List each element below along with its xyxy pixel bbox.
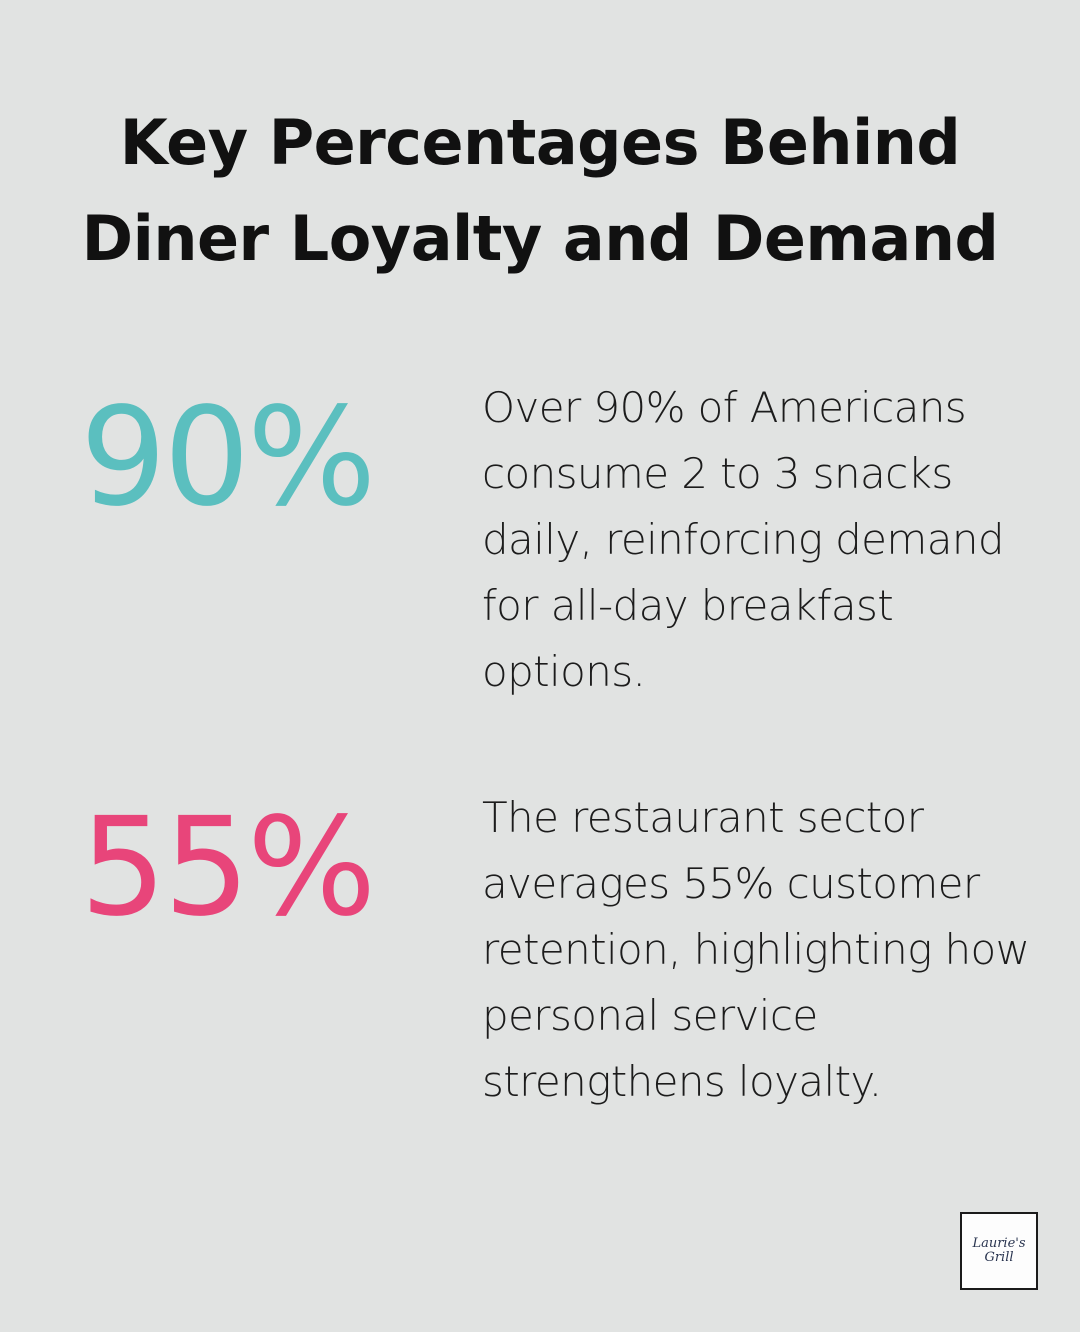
stat-value-55: 55% — [80, 789, 376, 947]
logo-text-line-2: Grill — [984, 1250, 1014, 1265]
stat-description-retention: The restaurant sector averages 55% custo… — [482, 793, 1030, 1106]
lauries-grill-logo: Laurie's Grill — [960, 1212, 1038, 1290]
stat-description-snacks: Over 90% of Americans consume 2 to 3 sna… — [482, 383, 1005, 696]
stat-value-90: 90% — [80, 379, 376, 537]
page-title: Key Percentages Behind Diner Loyalty and… — [81, 106, 999, 275]
logo-text-line-1: Laurie's — [972, 1236, 1026, 1251]
